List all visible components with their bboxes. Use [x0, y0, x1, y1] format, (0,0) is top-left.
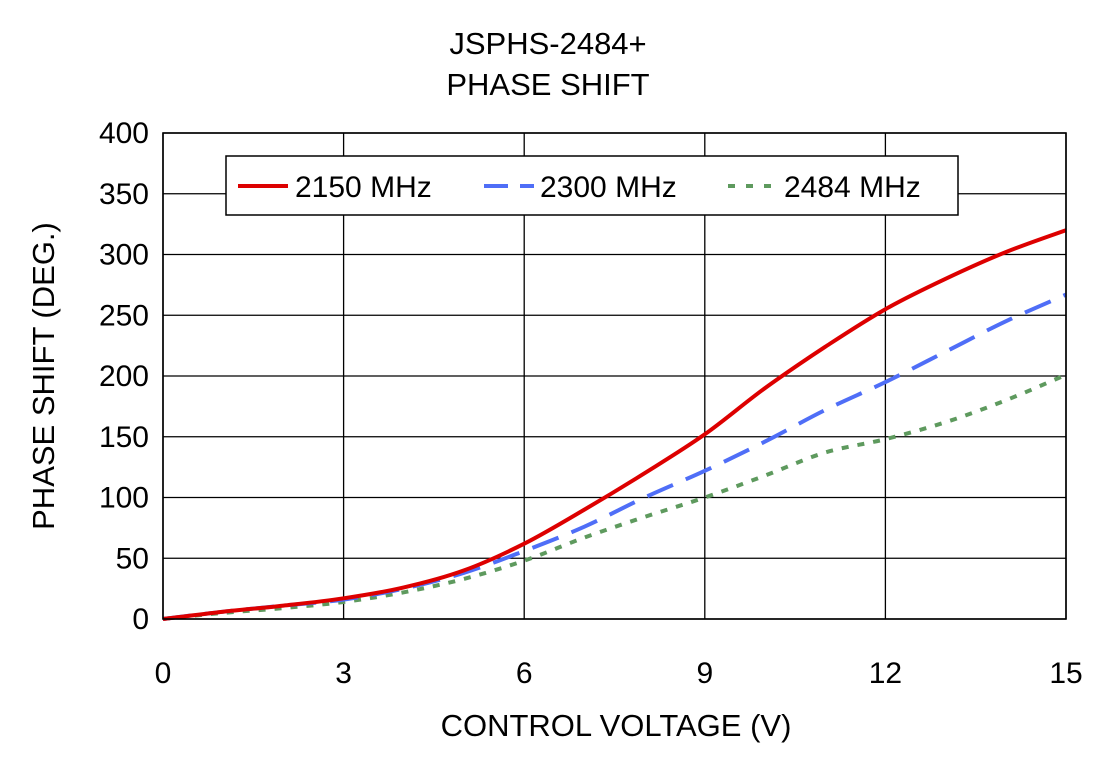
x-tick-label: 12: [869, 657, 902, 690]
plot-frame: [162, 132, 1067, 620]
series-line-2484-mhz: [162, 372, 1067, 621]
series-line-2150-mhz: [162, 228, 1067, 621]
y-tick-label: 300: [99, 239, 149, 272]
y-tick-label: 400: [99, 117, 149, 150]
x-tick-label: 15: [1049, 657, 1082, 690]
y-axis-label: PHASE SHIFT (DEG.): [26, 222, 61, 530]
x-axis-label: CONTROL VOLTAGE (V): [441, 708, 792, 743]
x-tick-label: 3: [335, 657, 352, 690]
y-tick-label: 100: [99, 482, 149, 515]
x-tick-label: 6: [516, 657, 533, 690]
y-tick-label: 350: [99, 178, 149, 211]
legend-label: 2300 MHz: [540, 171, 677, 204]
y-tick-label: 150: [99, 421, 149, 454]
legend-box: [225, 155, 959, 216]
x-tick-label: 9: [696, 657, 713, 690]
series-group: [162, 228, 1067, 621]
x-tick-labels: 0 3 6 9 12 15: [155, 657, 1083, 690]
chart-subtitle: PHASE SHIFT: [446, 67, 649, 102]
y-tick-label: 0: [132, 603, 149, 636]
y-tick-labels: 0 50 100 150 200 250 300 350 400: [99, 117, 149, 636]
chart-title: JSPHS-2484+: [449, 26, 646, 61]
y-tick-label: 50: [116, 542, 149, 575]
legend-label: 2484 MHz: [784, 171, 921, 204]
legend-label: 2150 MHz: [295, 171, 432, 204]
legend: 2150 MHz 2300 MHz 2484 MHz: [225, 155, 959, 216]
series-line-2300-mhz: [162, 292, 1067, 621]
y-tick-label: 200: [99, 360, 149, 393]
x-tick-label: 0: [155, 657, 172, 690]
y-tick-label: 250: [99, 299, 149, 332]
